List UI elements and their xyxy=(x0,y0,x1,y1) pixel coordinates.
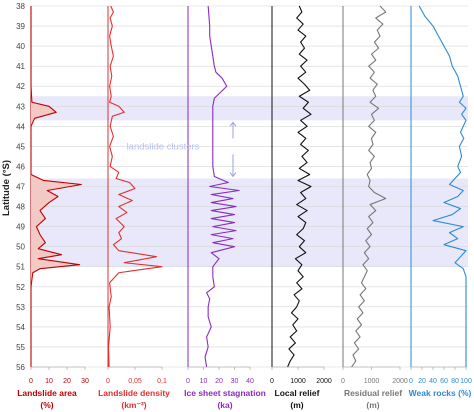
y-tick-label: 56 xyxy=(16,363,25,372)
y-tick-label: 48 xyxy=(16,203,25,212)
panel-title: (m) xyxy=(290,400,303,410)
panel-residual_relief: 0 1000 2000 Residual relief (m) xyxy=(341,5,408,410)
x-tick-label: 10 xyxy=(45,378,53,385)
cluster-annotation: landslide clusters xyxy=(127,121,237,178)
latitude-gridlines xyxy=(30,5,468,368)
arrowhead-down-icon xyxy=(229,172,237,178)
panel-local_relief: 0 1000 2000 Local relief (m) xyxy=(270,5,332,410)
arrowhead-up-icon xyxy=(229,121,237,127)
panel-title: (km⁻²) xyxy=(121,400,146,410)
x-tick-label: 0,1 xyxy=(157,378,167,385)
x-tick-label: 60 xyxy=(440,378,448,385)
x-tick-label: 100 xyxy=(460,378,472,385)
cluster-bands xyxy=(30,96,468,267)
x-tick-label: 30 xyxy=(81,378,89,385)
y-tick-label: 52 xyxy=(16,283,25,292)
series-line-weak_rocks xyxy=(418,5,467,367)
x-tick-label: 0 xyxy=(409,378,413,385)
y-tick-label: 42 xyxy=(16,82,25,91)
x-tick-label: 2000 xyxy=(392,378,408,385)
x-tick-label: 0 xyxy=(341,378,345,385)
panels: 0 10 20 30 Landslide area (%) 0 0,05 0,1 Landslid… xyxy=(17,5,472,410)
y-tick-label: 38 xyxy=(16,2,25,11)
y-tick-label: 49 xyxy=(16,223,25,232)
x-tick-label: 0,05 xyxy=(128,378,142,385)
panel-landslide_area: 0 10 20 30 Landslide area (%) xyxy=(17,6,89,410)
cluster-band-1 xyxy=(30,96,468,121)
panel-ice_sheet: 0 10 20 30 40 Ice sheet stagnation (ka) xyxy=(184,5,266,410)
x-tick-label: 0 xyxy=(106,378,110,385)
series-line-ice_sheet xyxy=(204,5,240,368)
x-tick-label: 30 xyxy=(231,378,239,385)
x-tick-label: 20 xyxy=(63,378,71,385)
series-line-landslide_area xyxy=(30,6,82,367)
y-tick-label: 47 xyxy=(16,183,25,192)
x-tick-label: 2000 xyxy=(316,378,332,385)
landslide-clusters-label: landslide clusters xyxy=(127,141,200,152)
series-line-local_relief xyxy=(287,5,312,368)
panel-title: (%) xyxy=(40,400,53,410)
y-tick-label: 46 xyxy=(16,162,25,171)
y-tick-label: 39 xyxy=(16,22,25,31)
series-area-landslide_area xyxy=(31,6,82,367)
x-tick-label: 0 xyxy=(270,378,274,385)
x-tick-label: 40 xyxy=(246,378,254,385)
x-tick-label: 20 xyxy=(418,378,426,385)
series-line-landslide_density xyxy=(107,5,163,368)
panel-title: Landslide density xyxy=(98,388,170,398)
y-tick-label: 40 xyxy=(16,42,25,51)
cluster-band-2 xyxy=(30,178,468,267)
panel-title: Landslide area xyxy=(17,388,77,398)
y-tick-label: 54 xyxy=(16,323,25,332)
panel-title: Local relief xyxy=(275,388,320,398)
y-tick-label: 53 xyxy=(16,303,25,312)
y-tick-label: 45 xyxy=(16,142,25,151)
panel-title: Weak rocks (%) xyxy=(409,388,472,398)
y-tick-label: 51 xyxy=(16,263,25,272)
x-tick-label: 40 xyxy=(429,378,437,385)
x-tick-label: 80 xyxy=(451,378,459,385)
panel-title: Ice sheet stagnation xyxy=(184,388,266,398)
y-tick-label: 41 xyxy=(16,62,25,71)
x-tick-label: 0 xyxy=(186,378,190,385)
y-tick-label: 43 xyxy=(16,102,25,111)
y-axis-label: Latitude (°S) xyxy=(1,160,12,216)
x-tick-label: 10 xyxy=(200,378,208,385)
x-tick-label: 20 xyxy=(215,378,223,385)
panel-title: (ka) xyxy=(217,400,232,410)
x-tick-label: 0 xyxy=(29,378,33,385)
panel-weak_rocks: 0 20 40 60 80 100 Weak rocks (%) xyxy=(409,5,472,398)
latitude-axis: Latitude (°S) 38 39 40 41 42 43 44 45 46 47 48 49 50… xyxy=(1,2,26,372)
y-tick-label: 50 xyxy=(16,243,25,252)
x-tick-label: 1000 xyxy=(364,378,380,385)
panel-landslide_density: 0 0,05 0,1 Landslide density (km⁻²) xyxy=(98,5,170,410)
series-line-residual_relief xyxy=(351,5,387,368)
y-tick-label: 44 xyxy=(16,122,25,131)
x-tick-label: 1000 xyxy=(290,378,306,385)
panel-title: (m) xyxy=(366,400,379,410)
panel-title: Residual relief xyxy=(344,388,402,398)
y-tick-label: 55 xyxy=(16,343,25,352)
